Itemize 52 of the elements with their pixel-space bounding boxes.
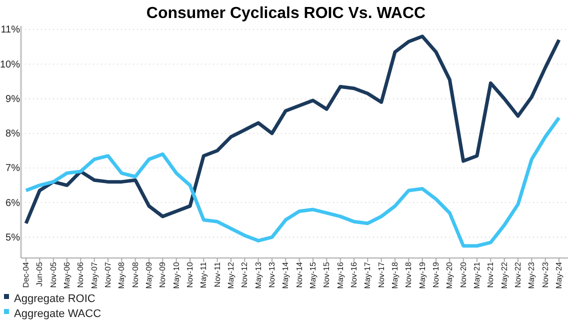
x-tick-label: May-16 (336, 261, 345, 289)
y-tick-label: 9% (6, 94, 20, 105)
x-tick-label: Nov-10 (186, 261, 195, 288)
y-tick-label: 11% (0, 24, 20, 36)
x-tick-label: May-17 (363, 261, 372, 289)
x-tick-label: Nov-17 (376, 261, 386, 288)
x-tick-label: Nov-20 (458, 261, 468, 288)
x-tick-label: Nov-21 (486, 261, 496, 288)
x-tick-label: May-19 (418, 261, 427, 289)
x-tick-label: Nov-16 (350, 261, 359, 288)
line-series (24, 116, 561, 248)
x-tick-label: Nov-22 (514, 261, 523, 288)
x-tick-label: May-06 (62, 261, 72, 289)
x-tick-label: May-10 (172, 261, 181, 289)
x-tick-label: May-14 (281, 261, 290, 289)
x-tick-label: May-09 (144, 261, 154, 289)
x-tick-label: Nov-11 (212, 261, 222, 288)
legend-label: Aggregate WACC (14, 308, 102, 320)
chart-title: Consumer Cyclicals ROIC Vs. WACC (146, 5, 426, 22)
y-tick-label: 6% (6, 198, 20, 209)
x-tick-label: Jun-05 (35, 261, 44, 286)
legend-label: Aggregate ROIC (14, 292, 96, 305)
x-tick-label: May-08 (117, 261, 126, 289)
x-tick-label: Nov-09 (158, 261, 168, 288)
x-tick-label: Nov-08 (130, 261, 140, 288)
y-tick-label: 10% (0, 59, 20, 70)
x-tick-label: Nov-18 (404, 261, 414, 288)
line-series (24, 34, 561, 226)
x-tick-label: May-12 (226, 261, 236, 289)
x-tick-label: Nov-19 (432, 261, 441, 288)
x-tick-label: May-13 (254, 261, 263, 289)
x-tick-label: Nov-13 (268, 261, 277, 288)
x-tick-label: May-11 (199, 261, 208, 288)
x-tick-label: Nov-15 (322, 261, 332, 288)
x-tick-label: Nov-07 (104, 261, 113, 288)
x-tick-label: May-20 (445, 261, 454, 289)
x-tick-label: May-24 (554, 261, 564, 289)
y-tick-label: 5% (6, 232, 20, 244)
x-tick-label: Nov-12 (240, 261, 250, 288)
x-tick-label: May-23 (527, 261, 536, 289)
x-tick-label: May-18 (390, 261, 400, 289)
x-tick-label: Nov-23 (540, 261, 550, 288)
x-tick-label: Dec-04 (22, 261, 31, 288)
x-tick-label: Nov-05 (48, 261, 58, 288)
x-tick-label: Nov-14 (294, 261, 304, 288)
y-tick-label: 7% (6, 163, 20, 174)
x-tick-label: Nov-06 (76, 261, 86, 288)
x-tick-label: May-15 (308, 261, 318, 289)
x-tick-label: May-22 (500, 261, 509, 289)
y-tick-label: 8% (6, 128, 20, 140)
x-tick-label: May-07 (90, 261, 99, 289)
x-tick-label: May-21 (472, 261, 482, 289)
